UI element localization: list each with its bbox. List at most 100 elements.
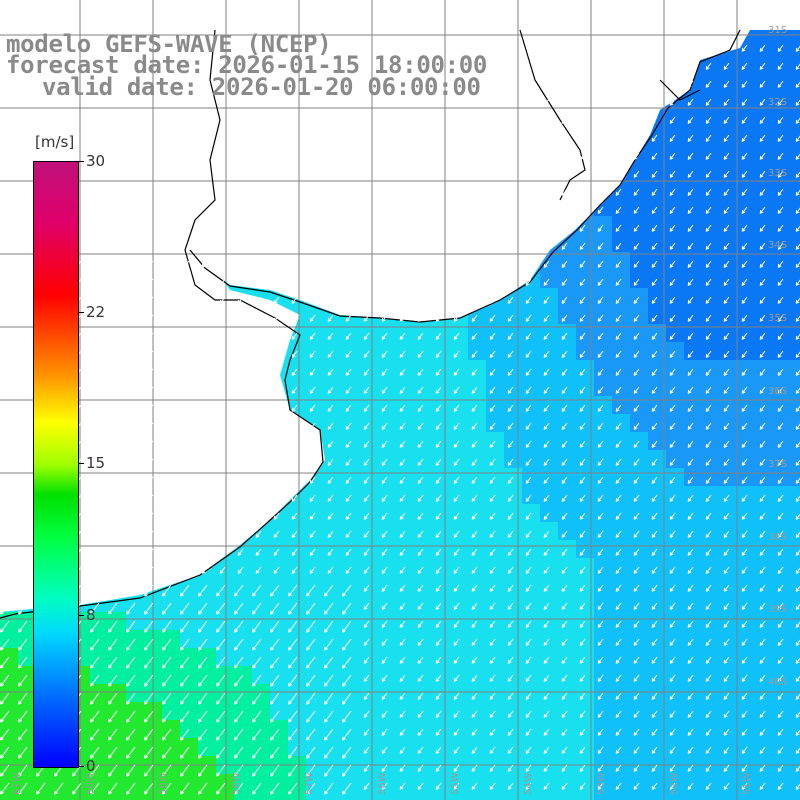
wind-arrow	[18, 764, 28, 777]
wind-arrow	[705, 296, 712, 304]
wind-arrow	[579, 782, 586, 790]
wind-arrow	[234, 728, 244, 741]
wind-arrow	[741, 458, 748, 466]
wind-arrow	[597, 242, 604, 250]
wind-arrow	[615, 584, 622, 592]
wind-arrow	[507, 422, 514, 430]
wind-arrow	[615, 368, 622, 376]
wind-arrow	[453, 602, 460, 610]
wind-arrow	[216, 746, 226, 759]
wind-cell	[792, 360, 800, 378]
wind-arrow	[561, 116, 568, 124]
wind-arrow	[543, 764, 550, 772]
wind-arrow	[342, 674, 352, 687]
wind-arrow	[507, 476, 514, 484]
wind-arrow	[471, 692, 478, 700]
wind-arrow	[543, 422, 550, 430]
wind-cell	[576, 792, 594, 800]
wind-arrow	[777, 152, 784, 160]
wind-arrow	[288, 674, 298, 687]
wind-arrow	[93, 332, 100, 340]
wind-arrow	[579, 674, 586, 682]
wind-cell	[468, 792, 486, 800]
wind-arrow	[507, 584, 514, 592]
wind-arrow	[525, 368, 532, 376]
wind-arrow	[687, 44, 694, 52]
wind-arrow	[453, 728, 460, 736]
wind-arrow	[579, 764, 586, 772]
wind-arrow	[21, 548, 28, 556]
wind-arrow	[705, 332, 712, 340]
wind-arrow	[561, 638, 568, 646]
wind-arrow	[543, 782, 550, 790]
wind-arrow	[90, 638, 100, 651]
wind-arrow	[219, 332, 226, 340]
wind-arrow	[93, 458, 100, 466]
wind-arrow	[759, 206, 766, 214]
wind-arrow	[651, 296, 658, 304]
wind-arrow	[507, 512, 514, 520]
wind-arrow	[651, 782, 658, 790]
wind-arrow	[252, 638, 262, 651]
wind-arrow	[525, 620, 532, 628]
wind-arrow	[93, 368, 100, 376]
wind-arrow	[111, 476, 118, 484]
wind-arrow	[777, 116, 784, 124]
lon-label: 57W	[304, 772, 315, 795]
wind-arrow	[219, 386, 226, 394]
wind-arrow	[324, 764, 334, 777]
wind-arrow	[435, 404, 442, 412]
wind-arrow	[147, 404, 154, 412]
wind-arrow	[3, 278, 10, 286]
wind-arrow	[543, 260, 550, 268]
wind-arrow	[435, 638, 442, 646]
wind-arrow	[324, 710, 334, 723]
wind-arrow	[453, 368, 460, 376]
wind-arrow	[471, 458, 478, 466]
wind-arrow	[288, 746, 298, 759]
wind-arrow	[759, 224, 766, 232]
wind-arrow	[252, 584, 262, 597]
wind-arrow	[723, 656, 730, 664]
wind-arrow	[507, 638, 514, 646]
wind-arrow	[777, 674, 784, 682]
wind-arrow	[597, 764, 604, 772]
wind-arrow	[741, 278, 748, 286]
wind-arrow	[183, 440, 190, 448]
wind-arrow	[759, 98, 766, 106]
wind-arrow	[363, 404, 370, 412]
wind-arrow	[327, 260, 334, 268]
wind-arrow	[21, 530, 28, 538]
wind-arrow	[741, 620, 748, 628]
wind-arrow	[399, 584, 406, 592]
wind-arrow	[795, 99, 800, 106]
wind-arrow	[777, 692, 784, 700]
wind-arrow	[741, 764, 748, 772]
wind-arrow	[381, 638, 388, 646]
wind-arrow	[324, 656, 334, 669]
wind-arrow	[579, 44, 586, 52]
wind-arrow	[651, 458, 658, 466]
wind-arrow	[381, 332, 388, 340]
wind-arrow	[309, 458, 316, 466]
wind-arrow	[759, 746, 766, 754]
lat-label: 38S	[768, 532, 788, 543]
wind-arrow	[3, 386, 10, 394]
wind-arrow	[561, 512, 568, 520]
wind-arrow	[36, 782, 46, 795]
wind-arrow	[705, 782, 712, 790]
wind-cell	[522, 792, 540, 800]
wind-arrow	[255, 548, 262, 556]
wind-arrow	[381, 764, 388, 772]
wind-arrow	[144, 764, 154, 777]
wind-arrow	[453, 710, 460, 718]
wind-arrow	[597, 80, 604, 88]
wind-arrow	[561, 242, 568, 250]
wind-arrow	[363, 278, 370, 286]
wind-arrow	[525, 440, 532, 448]
wind-arrow	[615, 242, 622, 250]
wind-arrow	[615, 530, 622, 538]
wind-arrow	[669, 224, 676, 232]
wind-arrow	[651, 188, 658, 196]
wind-arrow	[579, 476, 586, 484]
